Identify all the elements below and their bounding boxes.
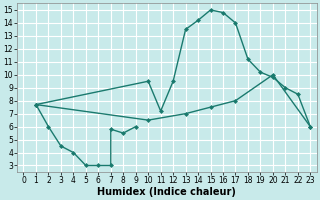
X-axis label: Humidex (Indice chaleur): Humidex (Indice chaleur) <box>98 187 236 197</box>
